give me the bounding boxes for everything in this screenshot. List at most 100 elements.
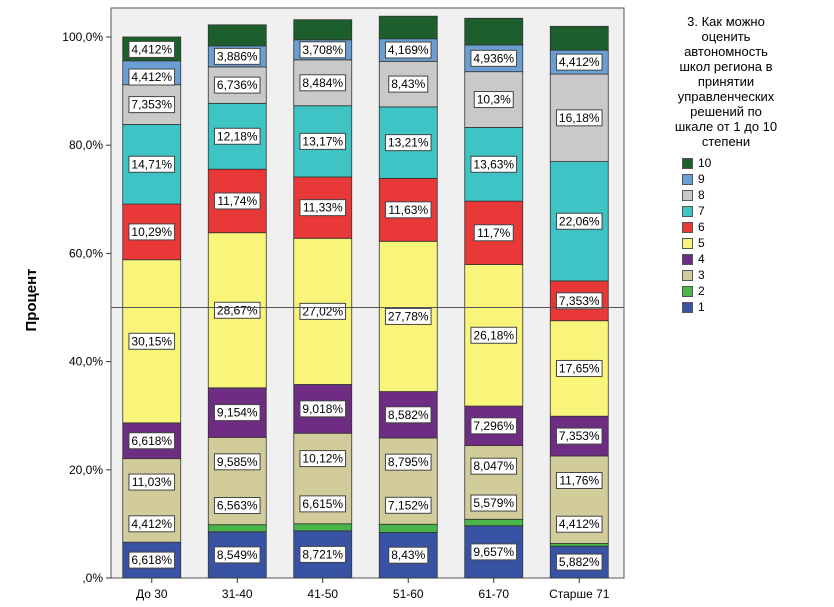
legend-swatch [682, 301, 693, 313]
data-label: 7,296% [473, 419, 514, 433]
y-tick-label: 80,0% [69, 138, 103, 152]
data-label: 7,353% [131, 98, 172, 112]
data-label-box [555, 471, 603, 489]
data-label: 7,353% [559, 294, 600, 308]
plot-area [110, 7, 625, 579]
y-tick-label: 100,0% [62, 30, 103, 44]
x-tick-label: Старше 71 [549, 587, 610, 601]
data-label: 4,412% [131, 70, 172, 84]
data-label: 8,721% [302, 547, 343, 561]
data-label-box [470, 494, 518, 512]
data-label-box [470, 155, 518, 173]
data-label-box [384, 134, 432, 152]
y-tick-label: 20,0% [69, 463, 103, 477]
legend-label: 10 [698, 156, 712, 170]
legend-item-3: 3 [682, 267, 826, 283]
data-label: 5,882% [559, 555, 600, 569]
y-axis-label: Процент [23, 268, 40, 331]
data-label-box [384, 406, 432, 424]
data-label-box [213, 404, 261, 422]
legend-swatch [682, 205, 693, 217]
data-label-box [555, 212, 603, 230]
legend-item-7: 7 [682, 203, 826, 219]
x-tick-label: 41-50 [307, 587, 338, 601]
legend-swatch [682, 285, 693, 297]
bar-segment-10 [293, 19, 353, 41]
data-label: 27,02% [302, 304, 343, 318]
bar-segment-2 [293, 523, 353, 532]
data-label: 28,67% [217, 303, 258, 317]
data-label-box [470, 457, 518, 475]
data-label: 4,412% [131, 517, 172, 531]
legend-label: 7 [698, 204, 705, 218]
data-label-box [470, 326, 518, 344]
data-label-box [128, 332, 176, 350]
data-label: 9,154% [217, 406, 258, 420]
x-tick-label: 61-70 [478, 587, 509, 601]
data-label: 9,585% [217, 455, 258, 469]
data-label-box [299, 41, 347, 59]
data-label: 8,549% [217, 548, 258, 562]
y-tick-label: 40,0% [69, 355, 103, 369]
legend: 3. Как можно оценить автономность школ р… [626, 14, 826, 315]
data-label: 13,21% [388, 136, 429, 150]
legend-swatch [682, 157, 693, 169]
y-tick-label: ,0% [82, 571, 103, 585]
legend-label: 3 [698, 268, 705, 282]
data-label-box [128, 68, 176, 86]
data-label-box [128, 96, 176, 114]
legend-items: 10 9 8 7 6 5 4 3 2 1 [682, 155, 826, 315]
data-label: 4,412% [131, 42, 172, 56]
data-label-box [299, 545, 347, 563]
data-label: 7,152% [388, 498, 429, 512]
data-label-box [470, 543, 518, 561]
data-label-box [128, 515, 176, 533]
legend-label: 5 [698, 236, 705, 250]
legend-title: 3. Как можно оценить автономность школ р… [674, 14, 778, 149]
data-label-box [299, 132, 347, 150]
data-label: 16,18% [559, 111, 600, 125]
data-label-box [384, 453, 432, 471]
data-label: 11,33% [303, 201, 343, 215]
data-label-box [555, 359, 603, 377]
data-label: 11,74% [217, 194, 257, 208]
data-label-box [473, 224, 514, 242]
data-label: 8,047% [473, 459, 514, 473]
data-label: 9,657% [473, 545, 514, 559]
legend-swatch [682, 189, 693, 201]
data-label-box [384, 496, 432, 514]
data-label-box [555, 53, 603, 71]
data-label-box [299, 495, 347, 513]
data-label: 10,3% [477, 93, 511, 107]
data-label: 13,63% [473, 157, 514, 171]
data-label: 3,886% [217, 49, 258, 63]
bar-segment-2 [464, 518, 524, 527]
data-label: 14,71% [131, 157, 172, 171]
data-label: 27,78% [388, 309, 429, 323]
bar-segment-2 [207, 524, 267, 533]
x-tick-label: 51-60 [393, 587, 424, 601]
data-label-box [384, 41, 432, 59]
data-label-box [213, 192, 261, 210]
data-label-box [128, 432, 176, 450]
data-label: 6,736% [217, 78, 258, 92]
data-label: 8,582% [388, 408, 429, 422]
data-label: 10,29% [131, 225, 172, 239]
data-label: 4,412% [559, 517, 600, 531]
legend-item-10: 10 [682, 155, 826, 171]
data-label-box [473, 91, 514, 109]
data-label-box [555, 427, 603, 445]
data-label-box [128, 155, 176, 173]
data-label: 3,708% [302, 43, 343, 57]
legend-item-2: 2 [682, 283, 826, 299]
legend-label: 1 [698, 300, 705, 314]
data-label-box [470, 417, 518, 435]
data-label: 13,17% [302, 134, 343, 148]
data-label: 6,615% [302, 497, 343, 511]
data-label: 22,06% [559, 214, 600, 228]
legend-item-8: 8 [682, 187, 826, 203]
legend-swatch [682, 253, 693, 265]
data-label-box [213, 546, 261, 564]
bar-segment-10 [378, 15, 438, 40]
data-label: 9,018% [302, 402, 343, 416]
